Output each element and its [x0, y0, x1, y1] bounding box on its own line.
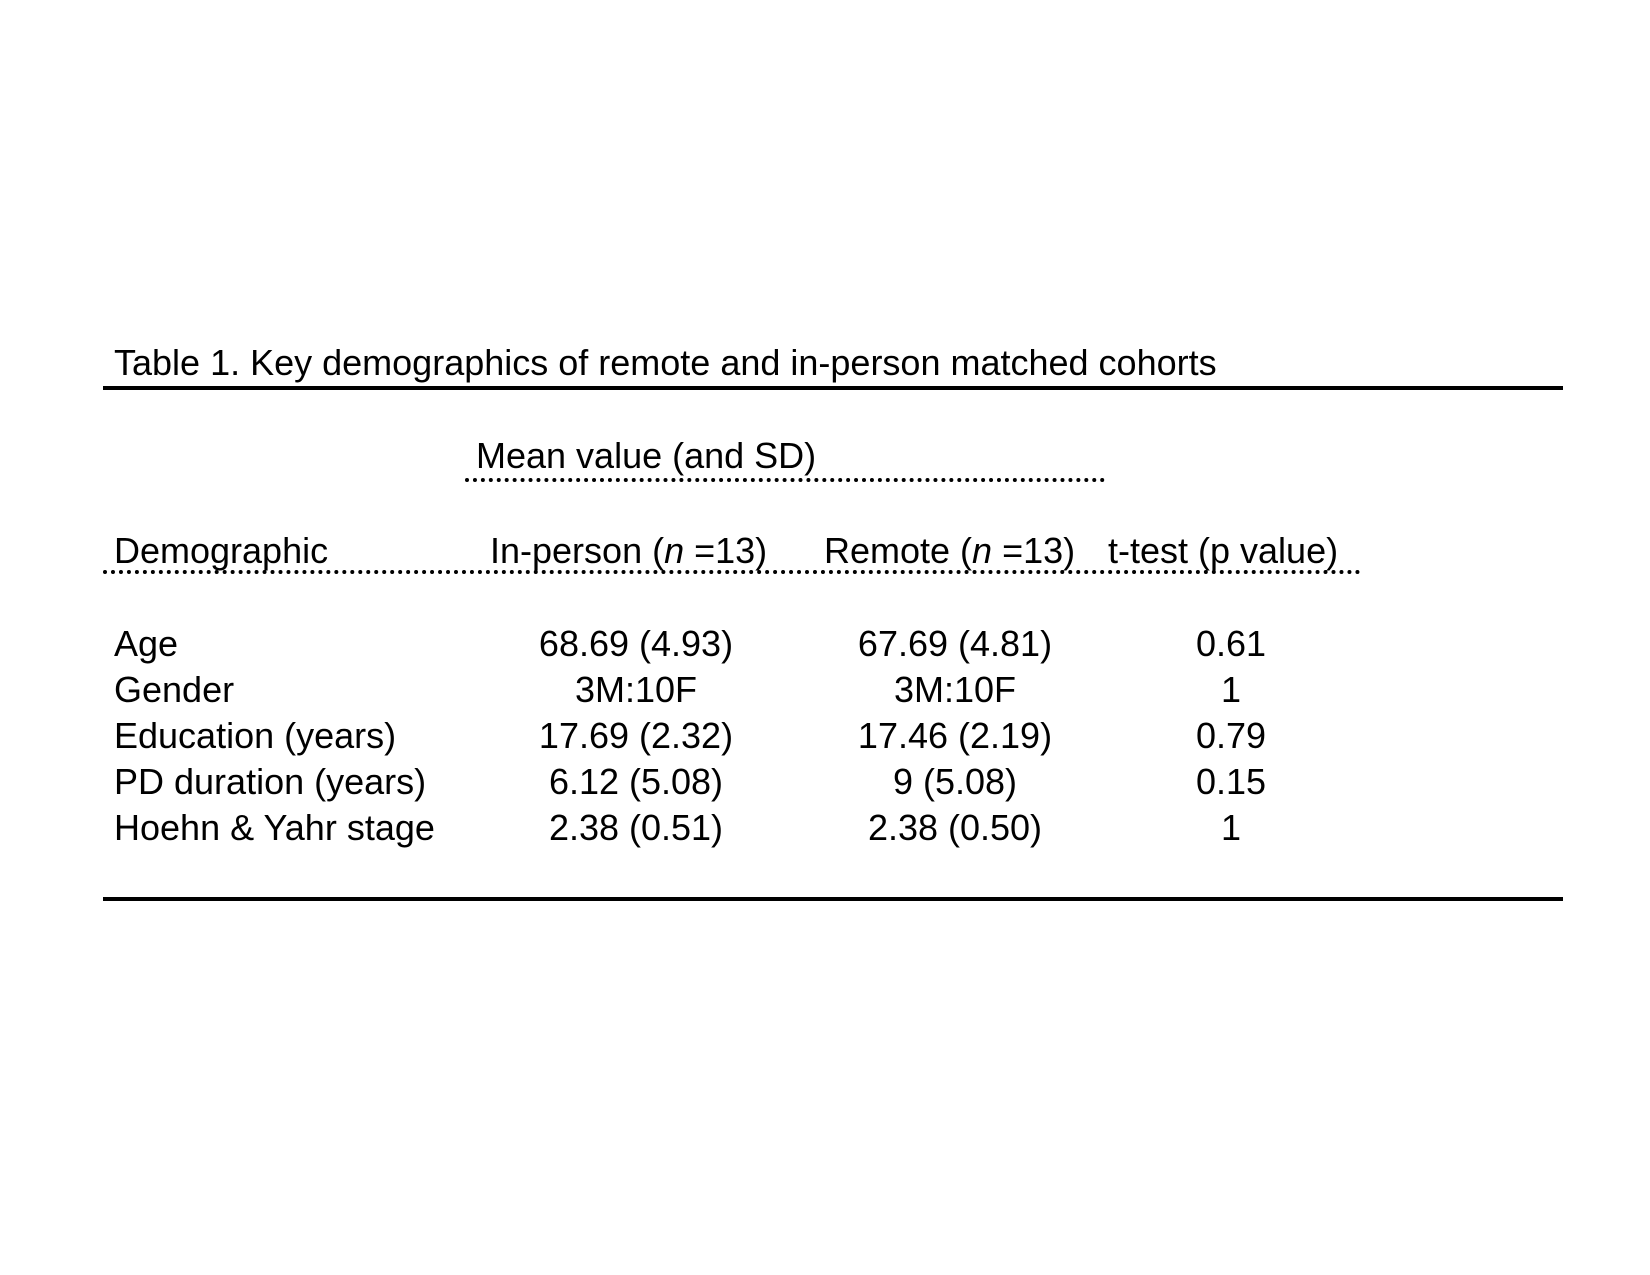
remote-value: 2.38 (0.50) — [867, 807, 1043, 848]
header-in-person-n: n — [664, 530, 685, 571]
bottom-rule — [103, 897, 1563, 901]
remote-value: 3M:10F — [893, 669, 1017, 710]
p-value: 0.15 — [1195, 761, 1267, 802]
group-header-rule — [465, 478, 1105, 482]
remote-value: 9 (5.08) — [892, 761, 1018, 802]
row-label: Gender — [114, 669, 235, 710]
p-value: 0.61 — [1195, 623, 1267, 664]
header-remote: Remote (n =13) — [824, 531, 1075, 571]
header-demographic: Demographic — [114, 530, 329, 571]
top-rule — [103, 386, 1563, 390]
header-remote-prefix: Remote ( — [824, 530, 973, 571]
in-person-value: 68.69 (4.93) — [538, 623, 734, 664]
in-person-value: 17.69 (2.32) — [538, 715, 734, 756]
table-caption: Table 1. Key demographics of remote and … — [114, 342, 1217, 383]
header-in-person-suffix: =13) — [684, 530, 768, 571]
row-label: PD duration (years) — [114, 761, 427, 802]
row-label: Hoehn & Yahr stage — [114, 807, 435, 848]
remote-value: 67.69 (4.81) — [857, 623, 1053, 664]
in-person-value: 2.38 (0.51) — [548, 807, 724, 848]
group-header: Mean value (and SD) — [476, 435, 817, 476]
header-remote-n: n — [972, 530, 993, 571]
header-rule — [103, 570, 1361, 574]
row-label: Education (years) — [114, 715, 397, 756]
p-value: 1 — [1220, 669, 1242, 710]
header-remote-suffix: =13) — [992, 530, 1076, 571]
remote-value: 17.46 (2.19) — [857, 715, 1053, 756]
header-ttest: t-test (p value) — [1108, 530, 1339, 571]
header-in-person: In-person (n =13) — [490, 531, 767, 571]
header-in-person-prefix: In-person ( — [490, 530, 665, 571]
p-value: 1 — [1220, 807, 1242, 848]
row-label: Age — [114, 623, 179, 664]
in-person-value: 3M:10F — [574, 669, 698, 710]
p-value: 0.79 — [1195, 715, 1267, 756]
in-person-value: 6.12 (5.08) — [548, 761, 724, 802]
